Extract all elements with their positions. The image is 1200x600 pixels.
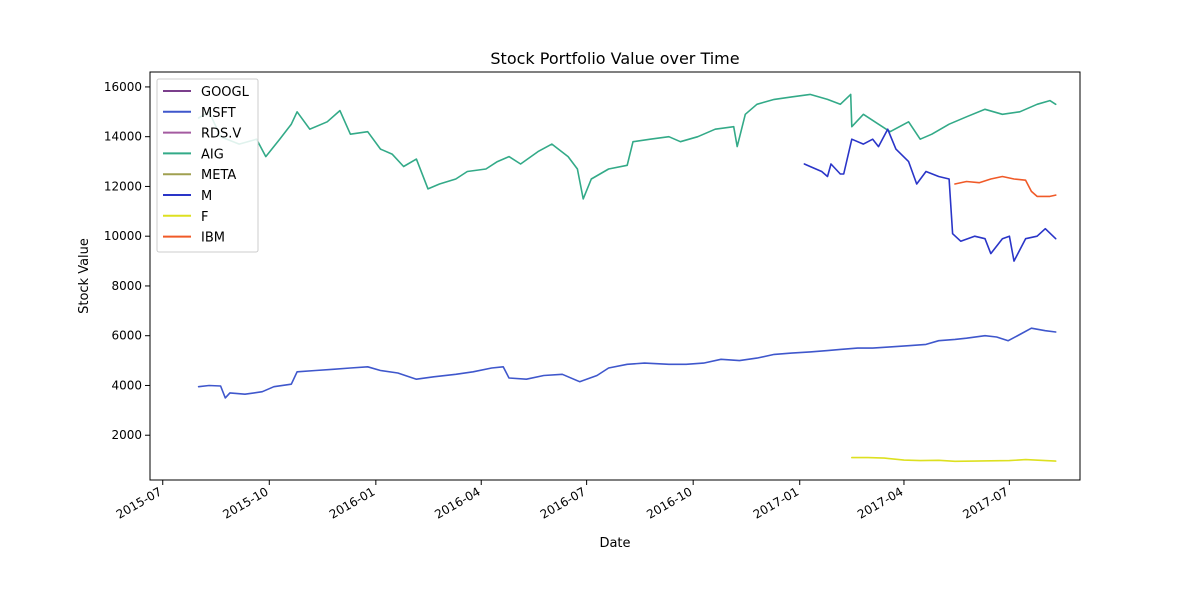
legend-box xyxy=(156,78,259,253)
series-line-f xyxy=(850,456,1057,463)
x-tick-label: 2015-10 xyxy=(220,484,270,521)
legend-label: RDS.V xyxy=(201,127,241,142)
legend: GOOGL MSFT RDS.V AIG META MF IBM xyxy=(156,78,259,253)
plot-area-frame xyxy=(149,71,1081,481)
legend-label: IBM xyxy=(201,231,225,246)
y-tick-label: 12000 xyxy=(104,179,142,193)
legend-label: MSFT xyxy=(201,106,236,121)
legend-label: GOOGL xyxy=(201,85,250,100)
legend-label: AIG xyxy=(201,147,224,162)
x-tick-label: 2017-01 xyxy=(751,484,801,521)
legend-label: M xyxy=(201,189,212,204)
y-axis-label: Stock Value xyxy=(77,238,92,314)
y-tick-label: 10000 xyxy=(104,229,142,243)
legend-label: META xyxy=(201,168,236,183)
series-line-aig xyxy=(197,93,1057,200)
x-axis: 2015-07 2015-10 2016-01 2016-04 2016-07 2016-… xyxy=(114,480,1011,522)
y-tick-label: 4000 xyxy=(111,378,142,392)
y-tick-label: 6000 xyxy=(111,329,142,343)
x-tick-label: 2016-10 xyxy=(644,484,694,521)
series-line-ibm xyxy=(954,175,1057,198)
y-axis: 2000 4000 6000 8000 10000 12000 14000 16000 xyxy=(104,80,150,442)
y-tick-label: 16000 xyxy=(104,80,142,94)
x-tick-label: 2015-07 xyxy=(114,484,164,521)
series-line-m xyxy=(803,128,1057,262)
y-tick-label: 2000 xyxy=(111,428,142,442)
y-tick-label: 8000 xyxy=(111,279,142,293)
x-tick-label: 2016-04 xyxy=(432,484,482,521)
x-tick-label: 2016-01 xyxy=(327,484,377,521)
chart-title: Stock Portfolio Value over Time xyxy=(490,49,739,68)
x-tick-label: 2017-07 xyxy=(960,484,1010,521)
x-tick-label: 2017-04 xyxy=(855,484,905,521)
series-layer xyxy=(197,93,1057,463)
series-line-msft xyxy=(197,327,1057,399)
y-tick-label: 14000 xyxy=(104,130,142,144)
x-tick-label: 2016-07 xyxy=(538,484,588,521)
x-axis-label: Date xyxy=(599,536,630,551)
legend-label: F xyxy=(201,210,208,225)
